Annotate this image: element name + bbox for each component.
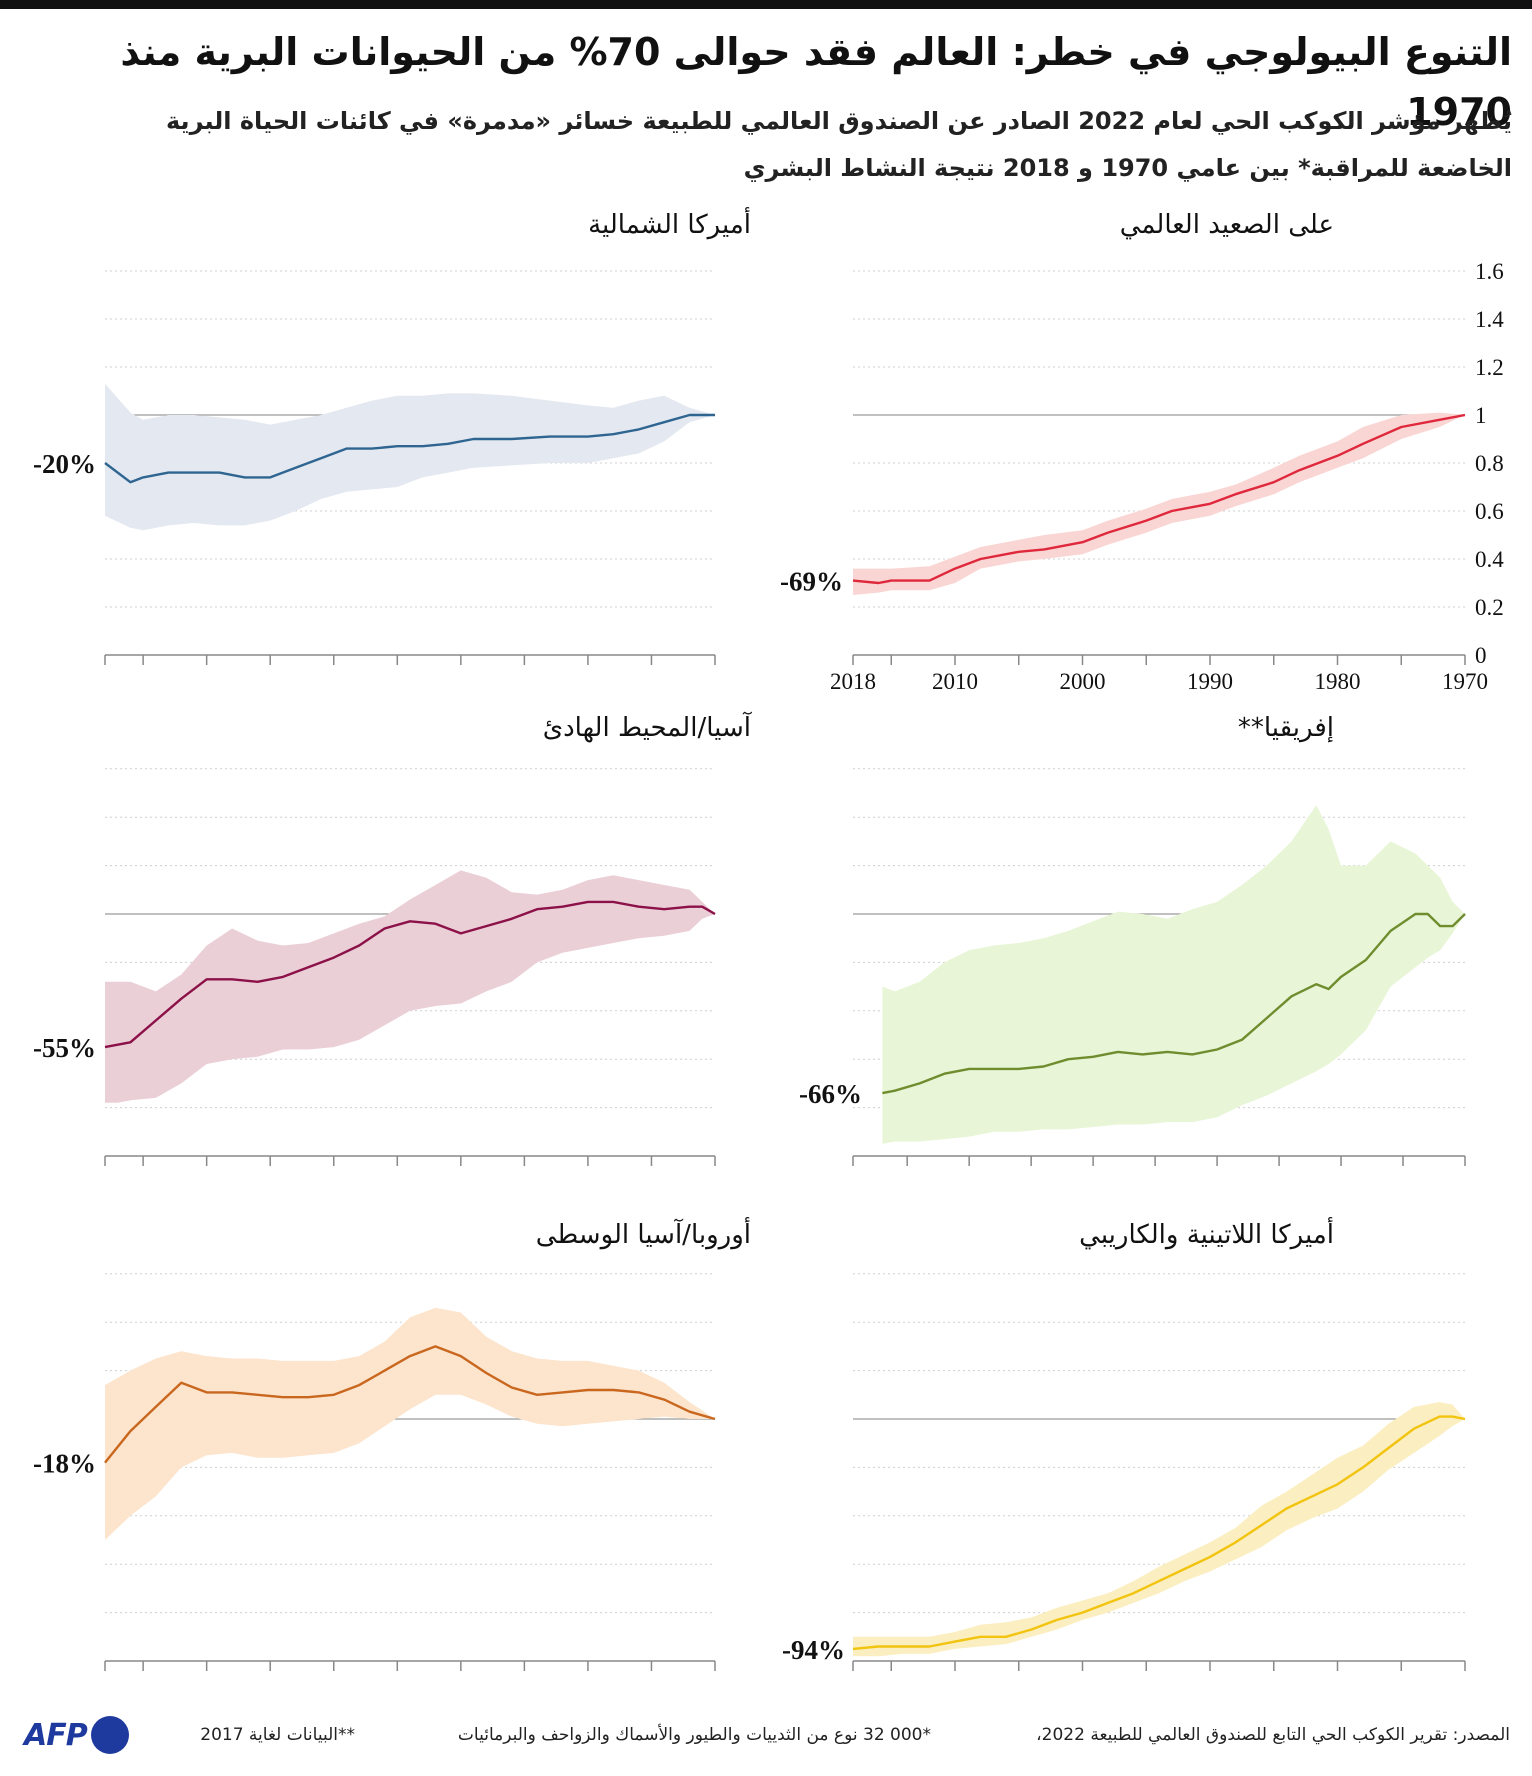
global-index-line (852, 413, 1466, 585)
africa-index-line (882, 912, 1466, 1095)
north-america-index-line (104, 413, 715, 484)
panel-title-europe-central-asia: أوروبا/آسيا الوسطى (535, 1220, 751, 1250)
north-america-confidence-band (105, 383, 715, 531)
latin-america-caribbean-confidence-band (853, 1402, 1465, 1657)
panel-title-global: على الصعيد العالمي (1119, 210, 1334, 240)
europe-central-asia-index-line (104, 1345, 716, 1464)
north-america-change-label: -20% (33, 449, 96, 479)
africa-change-label: -66% (799, 1079, 862, 1109)
footer-note-species: *000 32 نوع من الثدييات والطيور والأسماك… (457, 1725, 931, 1745)
panel-title-africa: إفريقيا** (1237, 713, 1334, 743)
latin-america-caribbean-index-line (852, 1415, 1466, 1651)
x-tick-label: 2018 (830, 669, 876, 694)
global-change-label: -69% (780, 567, 843, 597)
africa-confidence-band (882, 805, 1465, 1144)
asia-pacific-change-label: -55% (33, 1033, 96, 1063)
y-tick-label: 1.2 (1475, 355, 1504, 380)
y-tick-label: 0.8 (1475, 451, 1504, 476)
x-tick-label: 2000 (1060, 669, 1106, 694)
y-tick-label: 0 (1475, 643, 1487, 668)
y-tick-label: 0.2 (1475, 595, 1504, 620)
asia-pacific-index-line (104, 900, 716, 1049)
x-tick-label: 1980 (1315, 669, 1361, 694)
afp-logo-dot-icon (90, 1716, 129, 1754)
panel-title-latin-america: أميركا اللاتينية والكاريبي (1079, 1220, 1334, 1250)
afp-logo-text: AFP (24, 1717, 88, 1753)
y-tick-label: 1 (1475, 403, 1487, 428)
y-tick-label: 1.6 (1475, 259, 1504, 284)
latin-america-caribbean-change-label: -94% (782, 1635, 845, 1665)
x-tick-label: 1970 (1442, 669, 1488, 694)
europe-central-asia-confidence-band (105, 1307, 715, 1540)
panel-title-asia-pacific: آسيا/المحيط الهادئ (542, 713, 751, 743)
page-title: التنوع البيولوجي في خطر: العالم فقد حوال… (120, 30, 1512, 134)
y-tick-label: 1.4 (1475, 307, 1504, 332)
panel-title-north-america: أميركا الشمالية (588, 210, 751, 240)
top-bar (0, 0, 1532, 9)
page-subtitle: يُظهر مؤشر الكوكب الحي لعام 2022 الصادر … (166, 107, 1512, 182)
afp-logo: AFP (24, 1716, 129, 1754)
x-tick-label: 2010 (932, 669, 978, 694)
y-tick-label: 0.6 (1475, 499, 1504, 524)
footer-source: المصدر: تقرير الكوكب الحي التابع للصندوق… (1036, 1725, 1510, 1745)
global-confidence-band (853, 412, 1465, 595)
footer-note-data: **البيانات لغاية 2017 (200, 1725, 355, 1745)
asia-pacific-confidence-band (105, 870, 715, 1103)
y-tick-label: 0.4 (1475, 547, 1504, 572)
x-tick-label: 1990 (1187, 669, 1233, 694)
europe-central-asia-change-label: -18% (33, 1449, 96, 1479)
